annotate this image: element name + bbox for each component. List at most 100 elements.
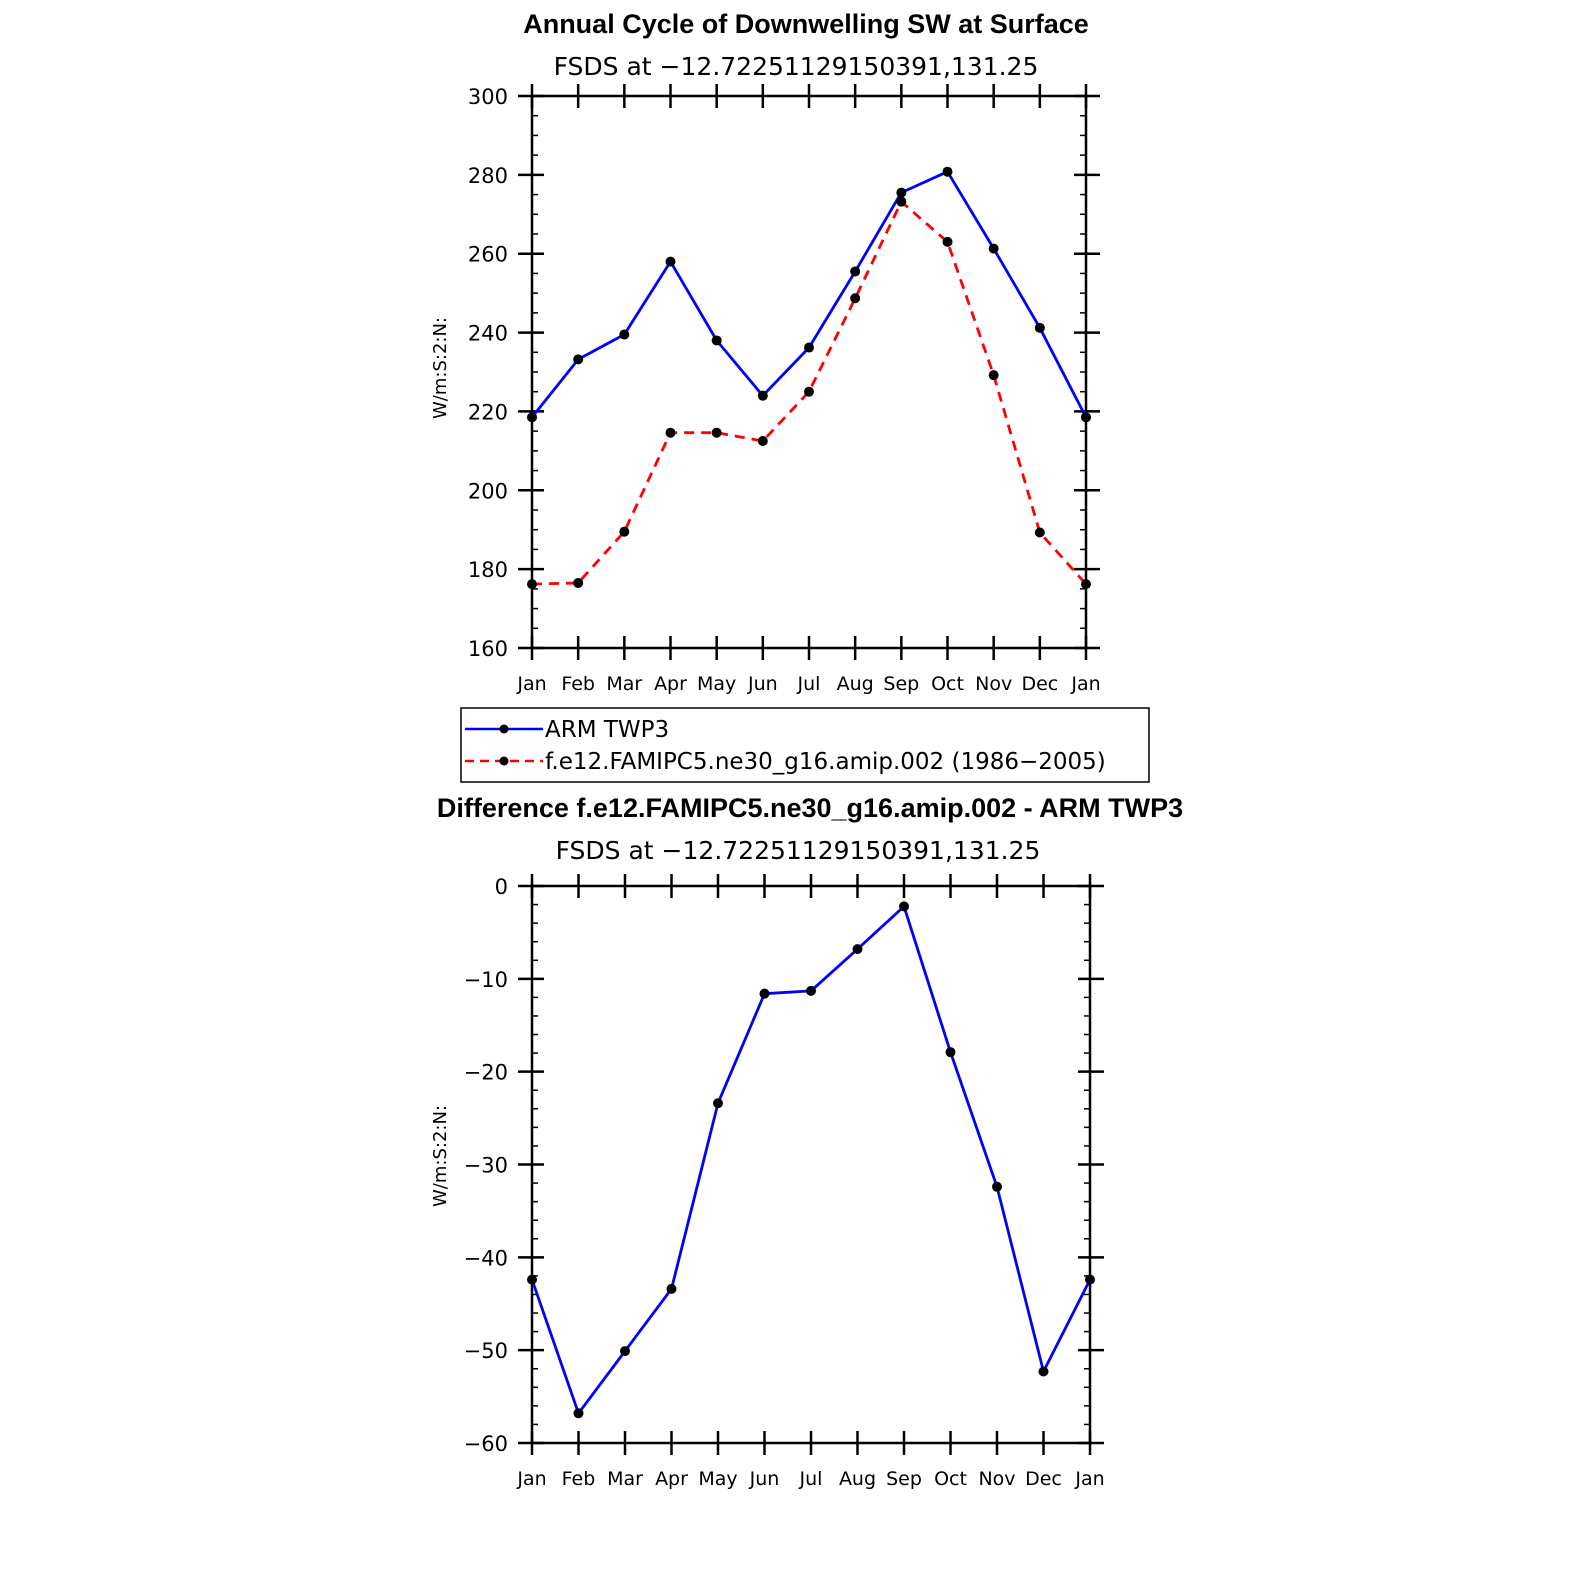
y-tick-label: −30 — [464, 1154, 508, 1178]
x-tick-label: Jul — [797, 673, 821, 695]
plot-frame — [530, 884, 1092, 1445]
data-point — [806, 985, 816, 996]
data-point — [759, 988, 770, 999]
x-tick-label: Dec — [1025, 1468, 1062, 1490]
x-tick-label: Nov — [975, 673, 1012, 695]
annual-cycle-panel: Annual Cycle of Downwelling SW at Surfac… — [430, 9, 1150, 783]
data-point — [711, 427, 722, 438]
x-tick-label: Aug — [837, 673, 874, 695]
data-point — [527, 579, 537, 590]
series-line — [530, 170, 1088, 419]
x-tick-label: Jun — [747, 673, 778, 695]
chart-subtitle: FSDS at −12.72251129150391,131.25 — [556, 836, 1041, 865]
data-point — [711, 335, 722, 346]
data-point — [1085, 1274, 1095, 1285]
data-point — [573, 577, 584, 588]
legend-marker-model — [499, 756, 509, 766]
x-tick-label: Jan — [1074, 1468, 1104, 1490]
x-tick-label: Jun — [749, 1468, 780, 1490]
chart-subtitle: FSDS at −12.72251129150391,131.25 — [554, 52, 1039, 81]
x-tick-label: Jan — [516, 1468, 546, 1490]
x-tick-label: May — [697, 673, 736, 695]
data-point — [665, 256, 676, 267]
data-point — [527, 1274, 537, 1285]
legend-box — [460, 707, 1150, 783]
data-point — [804, 342, 814, 353]
y-tick-label: −40 — [464, 1246, 508, 1270]
data-point — [527, 412, 537, 423]
data-point — [619, 526, 630, 537]
x-tick-label: May — [698, 1468, 737, 1490]
y-tick-label: −60 — [464, 1432, 508, 1456]
data-point — [573, 354, 584, 365]
x-tick-label: Nov — [978, 1468, 1015, 1490]
data-point — [899, 901, 909, 912]
data-point — [988, 370, 999, 381]
data-point — [804, 386, 814, 397]
x-tick-label: Jan — [516, 673, 546, 695]
data-point — [850, 266, 861, 277]
x-tick-label: Mar — [606, 673, 642, 695]
y-tick-label: 180 — [468, 558, 508, 582]
plot-area: −60 −50 −40 −30 −20 −10 0 Jan Feb Mar Apr May Jun Jul… — [464, 874, 1105, 1490]
x-tick-label: Dec — [1021, 673, 1058, 695]
x-tick-label: Jan — [1070, 673, 1100, 695]
data-point — [896, 196, 907, 207]
data-point — [573, 1408, 584, 1419]
data-point — [945, 1047, 956, 1058]
data-point — [619, 329, 630, 340]
x-tick-label: Jul — [799, 1468, 823, 1490]
chart-title: Annual Cycle of Downwelling SW at Surfac… — [523, 9, 1089, 39]
y-tick-label: 160 — [468, 637, 508, 661]
data-point — [1081, 579, 1091, 590]
plot-frame — [530, 94, 1088, 650]
legend-label-arm: ARM TWP3 — [545, 717, 669, 743]
data-point — [992, 1181, 1002, 1192]
y-tick-label: 240 — [468, 322, 508, 346]
legend-label-model: f.e12.FAMIPC5.ne30_g16.amip.002 (1986−20… — [545, 749, 1106, 775]
data-point — [665, 427, 676, 438]
difference-panel: Difference f.e12.FAMIPC5.ne30_g16.amip.0… — [430, 793, 1183, 1490]
x-tick-label: Apr — [654, 673, 687, 695]
series-line — [530, 905, 1092, 1415]
x-tick-label: Oct — [931, 673, 964, 695]
legend-marker-arm — [499, 724, 509, 734]
data-point — [1038, 1366, 1049, 1377]
data-point — [988, 243, 999, 254]
data-point — [1034, 527, 1045, 538]
y-tick-label: 280 — [468, 164, 508, 188]
y-tick-label: −50 — [464, 1339, 508, 1363]
chart-title: Difference f.e12.FAMIPC5.ne30_g16.amip.0… — [437, 793, 1183, 823]
y-tick-label: 200 — [468, 479, 508, 503]
y-tick-label: 300 — [468, 85, 508, 109]
data-point — [666, 1283, 677, 1294]
data-point — [713, 1098, 723, 1109]
data-point — [620, 1346, 630, 1357]
x-tick-label: Mar — [607, 1468, 643, 1490]
data-point — [942, 166, 953, 177]
x-tick-label: Aug — [839, 1468, 876, 1490]
y-tick-label: −10 — [464, 968, 508, 992]
x-tick-label: Feb — [562, 1468, 596, 1490]
x-tick-label: Oct — [934, 1468, 967, 1490]
data-point — [852, 944, 863, 955]
data-point — [757, 390, 768, 401]
plot-area: 160 180 200 220 240 260 280 300 Jan Feb Mar Apr May J… — [468, 84, 1101, 695]
data-point — [1081, 412, 1091, 423]
x-tick-label: Sep — [883, 673, 919, 695]
y-tick-label: −20 — [464, 1061, 508, 1085]
x-tick-label: Apr — [655, 1468, 688, 1490]
legend: ARM TWP3 f.e12.FAMIPC5.ne30_g16.amip.002… — [460, 707, 1150, 783]
data-point — [757, 436, 768, 446]
x-tick-label: Feb — [561, 673, 595, 695]
y-tick-label: 260 — [468, 243, 508, 267]
data-point — [1034, 322, 1045, 333]
data-point — [942, 236, 953, 247]
y-axis-label: W/m:S:2:N: — [430, 1105, 451, 1207]
y-axis-label: W/m:S:2:N: — [430, 317, 451, 419]
data-point — [850, 293, 861, 304]
x-tick-label: Sep — [886, 1468, 922, 1490]
data-point — [896, 187, 907, 198]
y-tick-label: 220 — [468, 400, 508, 424]
